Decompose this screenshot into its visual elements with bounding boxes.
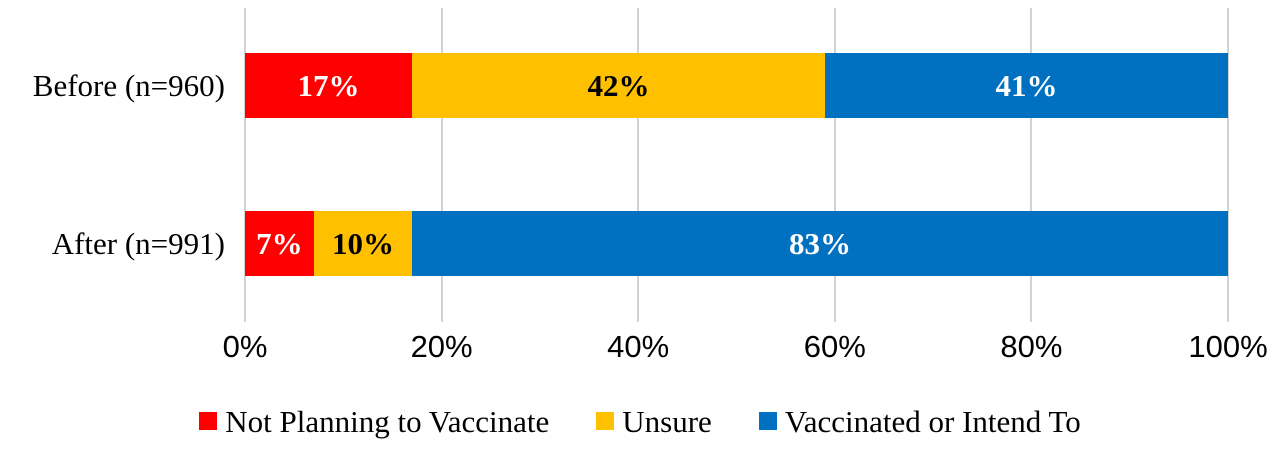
- x-tick-label: 40%: [607, 329, 670, 364]
- plot-area: 17% 42% 41% 7% 10% 83%: [244, 8, 1229, 322]
- legend-item: Not Planning to Vaccinate: [199, 406, 549, 437]
- bar-segment-label: 7%: [256, 226, 303, 261]
- x-tick-label: 60%: [803, 329, 866, 364]
- gridline: [637, 8, 640, 322]
- bar-segment-vaccinated-or-intend-to: 41%: [824, 53, 1228, 118]
- category-axis: Before (n=960) After (n=991): [0, 0, 225, 451]
- gridline: [833, 8, 836, 322]
- bar-segment-label: 10%: [331, 226, 394, 261]
- bar-segment-vaccinated-or-intend-to: 83%: [412, 211, 1228, 276]
- bar-segment-label: 17%: [297, 68, 360, 103]
- gridline: [440, 8, 443, 322]
- bar-segment-not-planning-to-vaccinate: 17%: [245, 53, 413, 118]
- bar-segment-not-planning-to-vaccinate: 7%: [245, 211, 314, 276]
- x-tick-label: 100%: [1188, 329, 1268, 364]
- legend-item: Unsure: [596, 406, 712, 437]
- x-tick-label: 20%: [410, 329, 473, 364]
- legend-label: Not Planning to Vaccinate: [225, 403, 550, 439]
- x-axis: 0% 20% 40% 60% 80% 100%: [223, 329, 1268, 365]
- bar-segment-unsure: 10%: [313, 211, 413, 276]
- bar-row: 17% 42% 41%: [245, 53, 1228, 118]
- x-tick-label: 0%: [222, 329, 268, 364]
- legend-swatch-icon: [199, 412, 218, 430]
- bar-row: 7% 10% 83%: [245, 211, 1228, 276]
- legend: Not Planning to Vaccinate Unsure Vaccinate…: [0, 402, 1280, 440]
- legend-swatch-icon: [758, 412, 777, 430]
- legend-item: Vaccinated or Intend To: [758, 403, 1081, 439]
- category-label: Before (n=960): [32, 68, 225, 103]
- gridline: [1030, 8, 1033, 322]
- gridline: [244, 8, 246, 322]
- bar-segment-unsure: 42%: [412, 53, 825, 118]
- legend-swatch-icon: [596, 412, 615, 430]
- bar-segment-label: 41%: [995, 68, 1058, 103]
- x-tick-label: 80%: [1000, 329, 1063, 364]
- bar-segment-label: 83%: [789, 226, 852, 261]
- legend-label: Vaccinated or Intend To: [784, 403, 1081, 439]
- category-label: After (n=991): [51, 226, 225, 261]
- legend-label: Unsure: [622, 403, 712, 439]
- bar-segment-label: 42%: [587, 68, 650, 103]
- gridline: [1227, 8, 1229, 322]
